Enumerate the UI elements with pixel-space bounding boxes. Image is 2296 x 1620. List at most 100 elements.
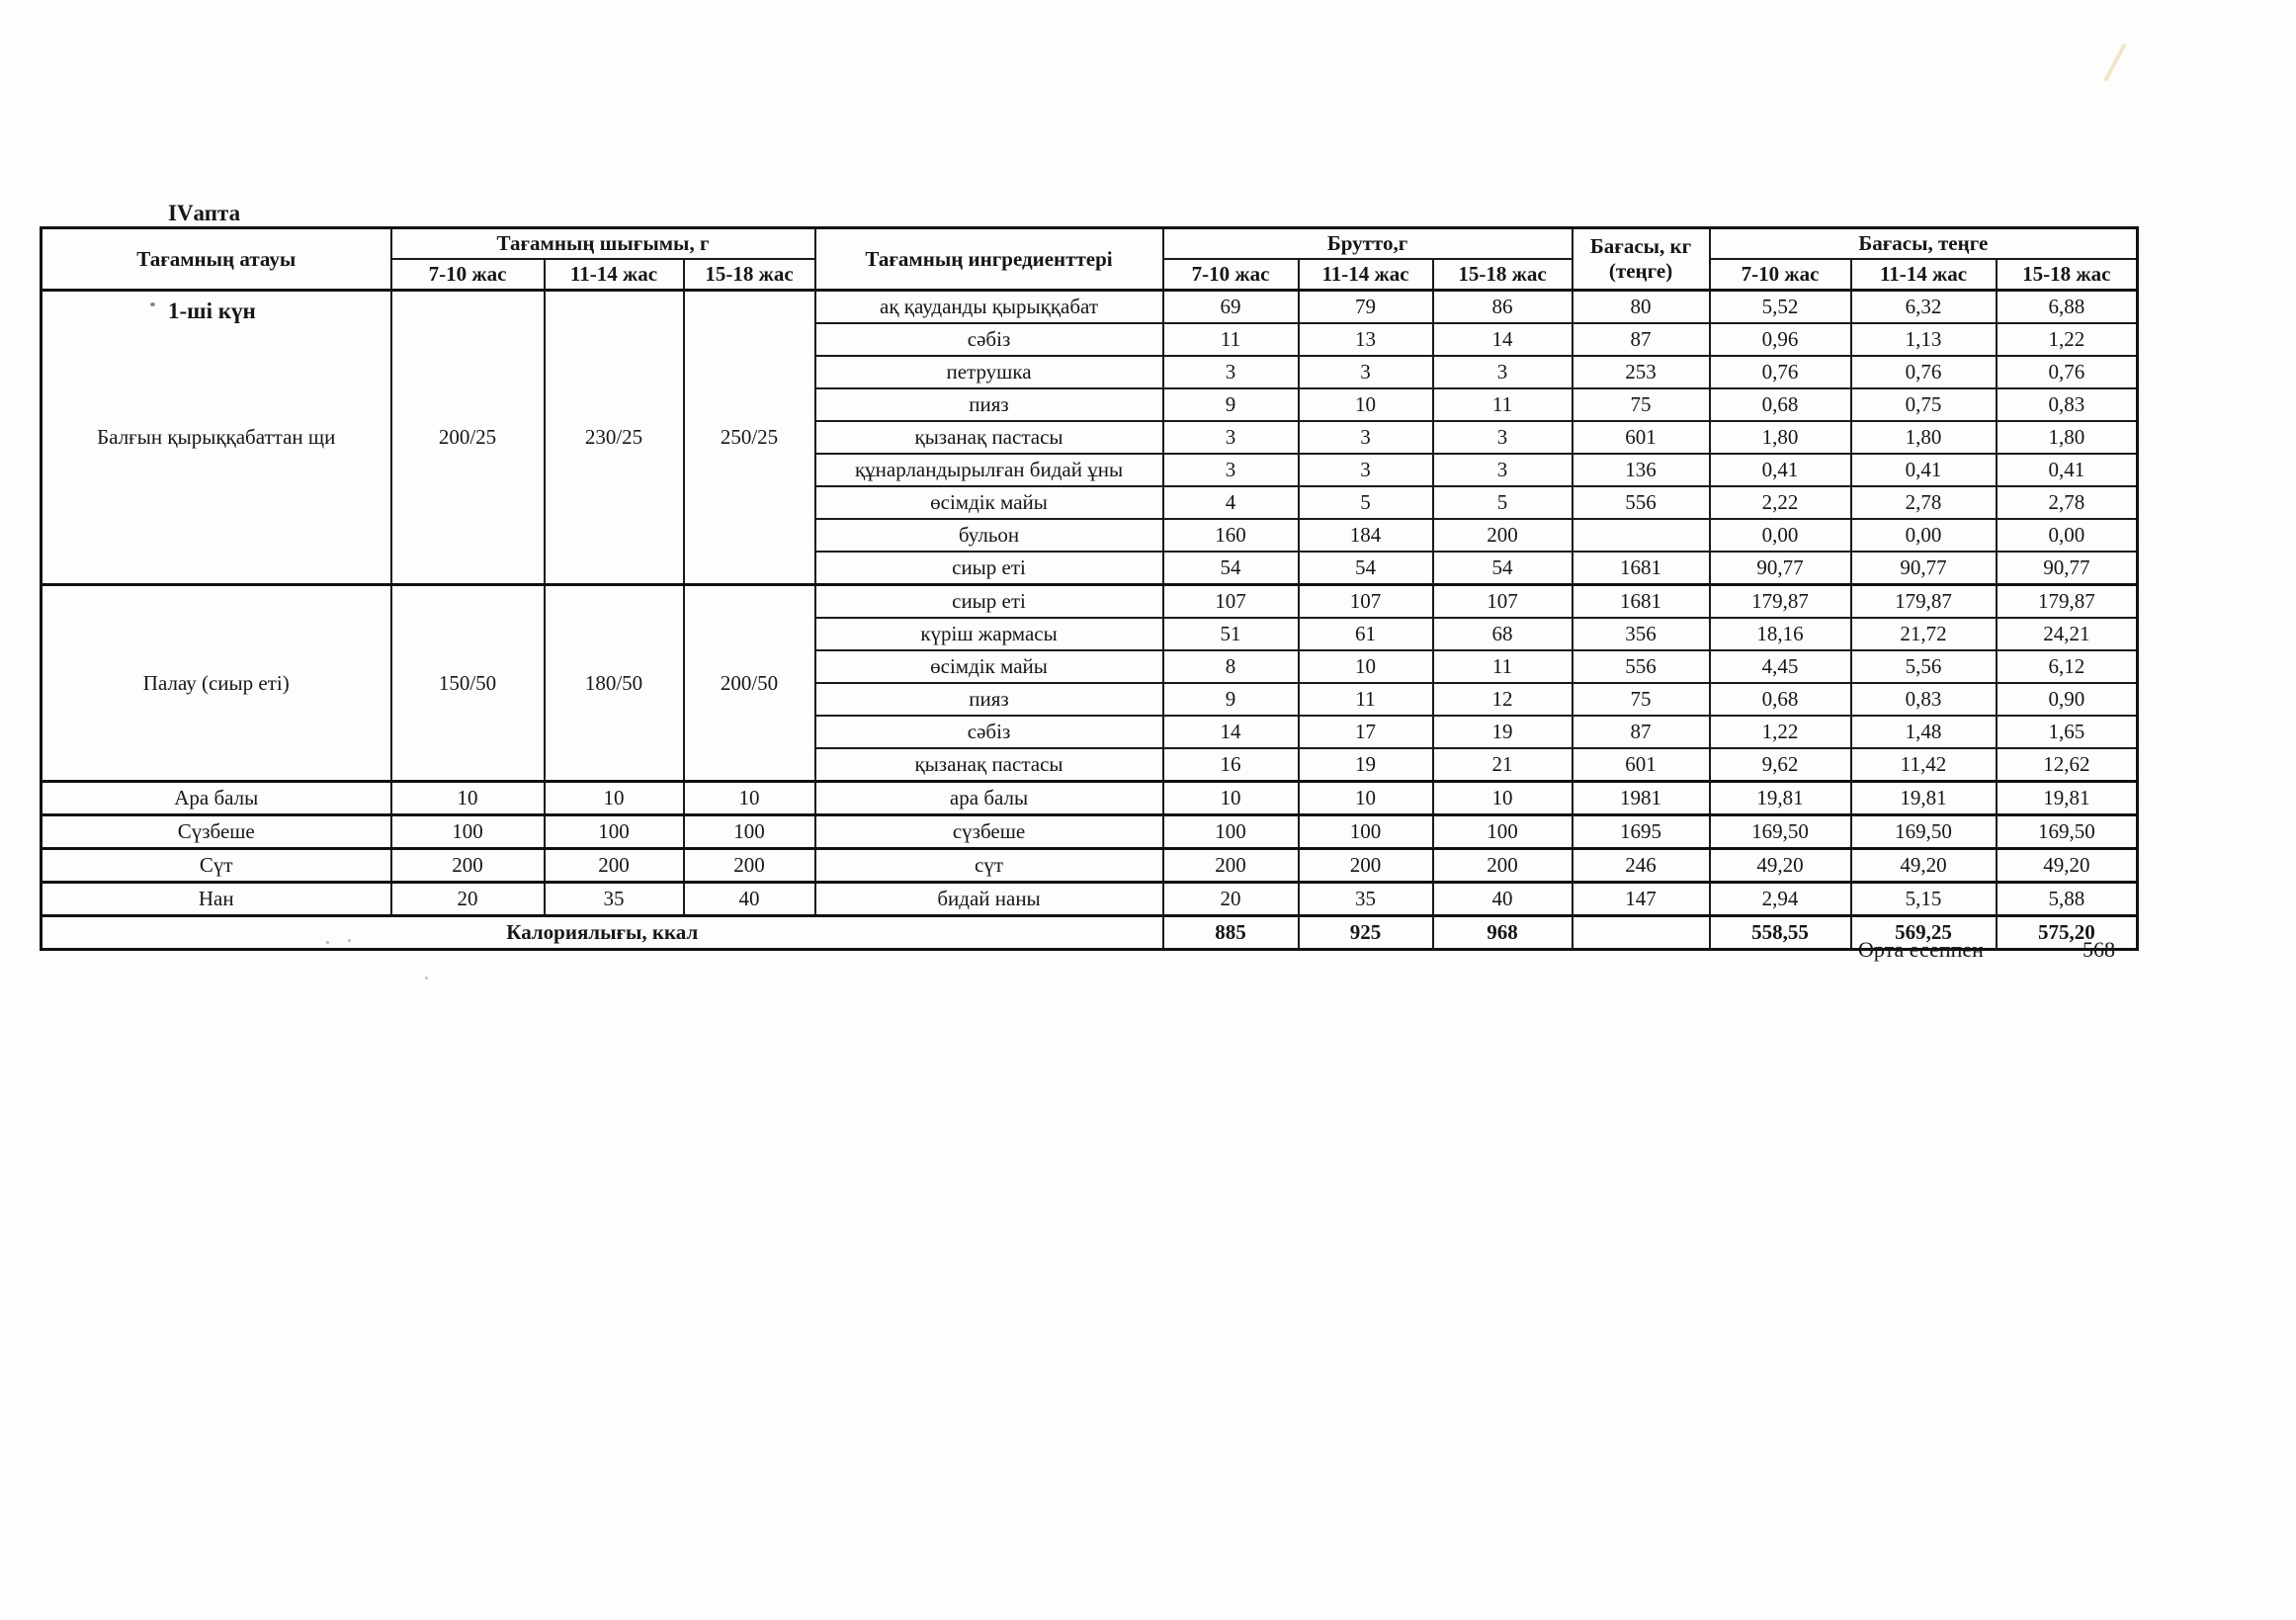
price-cell-age-3: 49,20	[1995, 847, 2139, 884]
price-cell-age-3: 0,90	[1995, 682, 2139, 717]
gross-cell-age-1: 16	[1161, 747, 1300, 783]
scan-artifact	[326, 941, 329, 944]
price-cell-age-3: 0,76	[1995, 355, 2139, 389]
price-cell-age-3: 6,12	[1995, 649, 2139, 684]
ingredient-row: пияз 9 11 12 75 0,68 0,83 0,90	[42, 682, 2139, 717]
price-per-kg-cell: 87	[1571, 322, 1711, 357]
ingredient-name-cell: пияз	[813, 682, 1164, 717]
calories-gross-age-3: 968	[1431, 914, 1573, 951]
price-cell-age-1: 1,80	[1708, 420, 1852, 455]
average-value: 568	[2083, 937, 2115, 962]
gross-cell-age-3: 40	[1431, 881, 1573, 917]
price-per-kg-cell: 601	[1571, 747, 1711, 783]
gross-cell-age-2: 19	[1297, 747, 1434, 783]
price-cell-age-3: 179,87	[1995, 583, 2139, 619]
dish-output-cell-age-2: 180/50	[543, 583, 685, 783]
gross-cell-age-2: 54	[1297, 551, 1434, 586]
ingredient-row: сәбіз 11 13 14 87 0,96 1,13 1,22	[42, 322, 2139, 357]
price-cell-age-2: 11,42	[1849, 747, 1998, 783]
gross-cell-age-2: 79	[1297, 289, 1434, 324]
dish-name-cell: Ара балы	[40, 780, 392, 816]
dish-output-cell-age-2: 200	[543, 847, 685, 884]
ingredient-row: қызанақ пастасы 3 3 3 601 1,80 1,80 1,80	[42, 420, 2139, 455]
dish-output-cell-age-3: 200	[682, 847, 816, 884]
ingredient-name-cell: бидай наны	[813, 881, 1164, 917]
ingredient-row: Сүзбеше 100 100 100 сүзбеше 100 100 100 1695 169,…	[40, 813, 2139, 850]
price-per-kg-cell: 1981	[1571, 780, 1711, 816]
header-dish-output: Тағамның шығымы, г	[389, 226, 816, 260]
price-cell-age-2: 0,41	[1849, 453, 1998, 487]
gross-cell-age-1: 100	[1161, 813, 1300, 850]
ingredient-row: петрушка 3 3 3 253 0,76 0,76 0,76	[42, 355, 2139, 389]
ingredient-name-cell: сиыр еті	[813, 551, 1164, 586]
header-gross: Брутто,г	[1161, 226, 1573, 260]
gross-cell-age-1: 69	[1161, 289, 1300, 324]
price-cell-age-1: 4,45	[1708, 649, 1852, 684]
gross-cell-age-3: 19	[1431, 715, 1573, 749]
price-cell-age-3: 0,00	[1995, 518, 2139, 553]
gross-cell-age-2: 3	[1297, 420, 1434, 455]
ingredient-name-cell: сиыр еті	[813, 583, 1164, 619]
price-cell-age-2: 1,80	[1849, 420, 1998, 455]
gross-cell-age-2: 3	[1297, 355, 1434, 389]
price-cell-age-2: 1,13	[1849, 322, 1998, 357]
price-cell-age-3: 2,78	[1995, 485, 2139, 520]
gross-cell-age-3: 200	[1431, 847, 1573, 884]
gross-cell-age-1: 20	[1161, 881, 1300, 917]
ingredient-name-cell: құнарландырылған бидай ұны	[813, 453, 1164, 487]
gross-cell-age-1: 8	[1161, 649, 1300, 684]
dish-name-cell: Палау (сиыр еті)	[40, 583, 392, 783]
gross-cell-age-2: 13	[1297, 322, 1434, 357]
calories-price-per-kg-cell	[1571, 914, 1711, 951]
gross-cell-age-1: 200	[1161, 847, 1300, 884]
gross-cell-age-2: 100	[1297, 813, 1434, 850]
calories-price-age-2: 569,25	[1849, 914, 1998, 951]
gross-cell-age-2: 10	[1297, 649, 1434, 684]
price-per-kg-cell: 147	[1571, 881, 1711, 917]
gross-cell-age-1: 10	[1161, 780, 1300, 816]
dish-output-cell-age-1: 10	[389, 780, 546, 816]
price-cell-age-1: 90,77	[1708, 551, 1852, 586]
header-gross-age-2: 11-14 жас	[1297, 258, 1434, 292]
price-cell-age-3: 169,50	[1995, 813, 2139, 850]
price-cell-age-3: 6,88	[1995, 289, 2139, 324]
dish-output-cell-age-2: 100	[543, 813, 685, 850]
ingredient-row: құнарландырылған бидай ұны 3 3 3 136 0,41 0,41…	[42, 453, 2139, 487]
price-cell-age-3: 5,88	[1995, 881, 2139, 917]
price-cell-age-1: 5,52	[1708, 289, 1852, 324]
average-label: Орта есеппен	[1858, 937, 1984, 962]
header-price-per-kg-line1: Бағасы, кг	[1589, 234, 1692, 258]
ingredient-name-cell: петрушка	[813, 355, 1164, 389]
gross-cell-age-1: 14	[1161, 715, 1300, 749]
price-cell-age-3: 19,81	[1995, 780, 2139, 816]
ingredient-name-cell: сәбіз	[813, 322, 1164, 357]
calories-total-label: Калориялығы, ккал	[40, 914, 1164, 951]
price-cell-age-2: 21,72	[1849, 617, 1998, 651]
price-per-kg-cell: 1681	[1571, 551, 1711, 586]
ingredient-row: Нан 20 35 40 бидай наны 20 35 40 147 2,94 5,15 5,88	[40, 881, 2139, 917]
dish-output-cell-age-3: 100	[682, 813, 816, 850]
dish-output-cell-age-1: 100	[389, 813, 546, 850]
dish-output-cell-age-3: 10	[682, 780, 816, 816]
price-cell-age-3: 1,22	[1995, 322, 2139, 357]
price-cell-age-1: 179,87	[1708, 583, 1852, 619]
dish-name-cell: Сүт	[40, 847, 392, 884]
price-per-kg-cell: 556	[1571, 485, 1711, 520]
header-output-age-2: 11-14 жас	[543, 258, 685, 292]
gross-cell-age-2: 11	[1297, 682, 1434, 717]
price-cell-age-1: 0,68	[1708, 387, 1852, 422]
ingredient-name-cell: қызанақ пастасы	[813, 420, 1164, 455]
menu-table-container: Тағамның атауы Тағамның шығымы, г Тағамн…	[40, 226, 2140, 951]
price-cell-age-1: 0,00	[1708, 518, 1852, 553]
gross-cell-age-2: 107	[1297, 583, 1434, 619]
gross-cell-age-2: 10	[1297, 780, 1434, 816]
ingredient-name-cell: пияз	[813, 387, 1164, 422]
week-title: IVапта	[168, 201, 241, 225]
ingredient-row: Балғын қырыққабаттан щи 200/25 230/25 250/2…	[40, 289, 2139, 586]
gross-cell-age-2: 61	[1297, 617, 1434, 651]
price-cell-age-3: 12,62	[1995, 747, 2139, 783]
price-cell-age-2: 5,56	[1849, 649, 1998, 684]
price-cell-age-3: 24,21	[1995, 617, 2139, 651]
price-cell-age-2: 2,78	[1849, 485, 1998, 520]
price-per-kg-cell: 136	[1571, 453, 1711, 487]
